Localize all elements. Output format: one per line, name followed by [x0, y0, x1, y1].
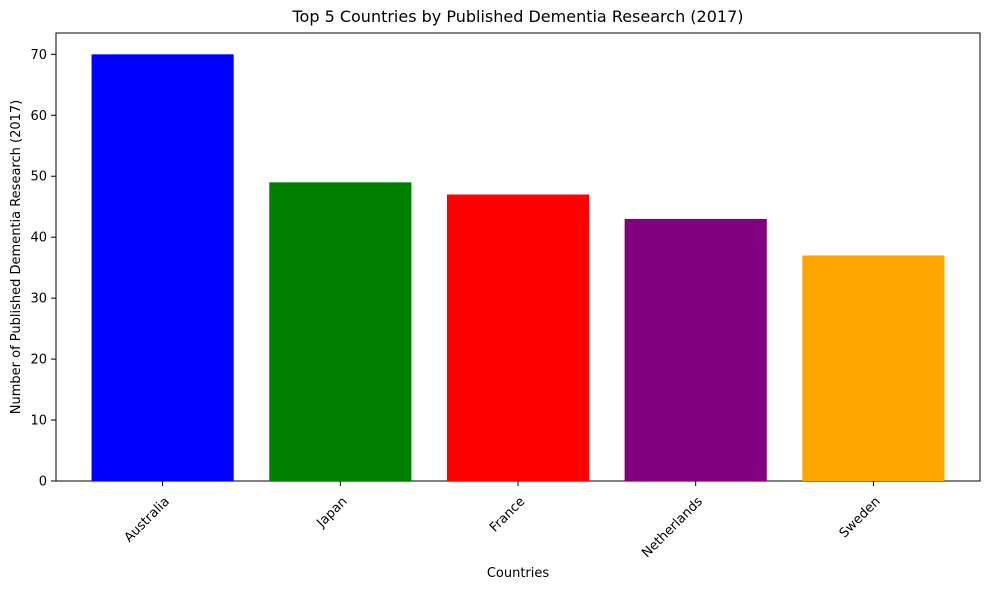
x-axis-label: Countries — [487, 566, 550, 581]
x-tick-label: Sweden — [837, 494, 884, 541]
y-axis-label: Number of Published Dementia Research (2… — [9, 100, 24, 414]
x-tick-label: France — [487, 494, 528, 535]
y-tick-label: 10 — [30, 414, 47, 429]
chart-title: Top 5 Countries by Published Dementia Re… — [291, 7, 743, 26]
bar-series — [91, 54, 945, 482]
bar-japan — [269, 182, 412, 482]
x-tick-label: Netherlands — [639, 494, 706, 561]
y-axis: 0 10 20 30 40 50 60 70 — [30, 48, 56, 490]
y-tick-label: 60 — [30, 109, 47, 124]
y-tick-label: 40 — [30, 231, 47, 246]
bar-australia — [91, 54, 234, 481]
bar-netherlands — [624, 218, 767, 481]
y-tick-label: 50 — [30, 170, 47, 185]
x-tick-label: Australia — [122, 494, 173, 545]
bar-france — [446, 194, 590, 481]
y-tick-label: 30 — [30, 292, 47, 307]
x-tick-label: Japan — [314, 494, 351, 531]
x-axis: Australia Japan France Netherlands Sweden — [122, 481, 884, 561]
bar-sweden — [802, 255, 945, 481]
y-tick-label: 70 — [30, 48, 47, 63]
y-tick-label: 0 — [39, 475, 47, 490]
y-tick-label: 20 — [30, 353, 47, 368]
